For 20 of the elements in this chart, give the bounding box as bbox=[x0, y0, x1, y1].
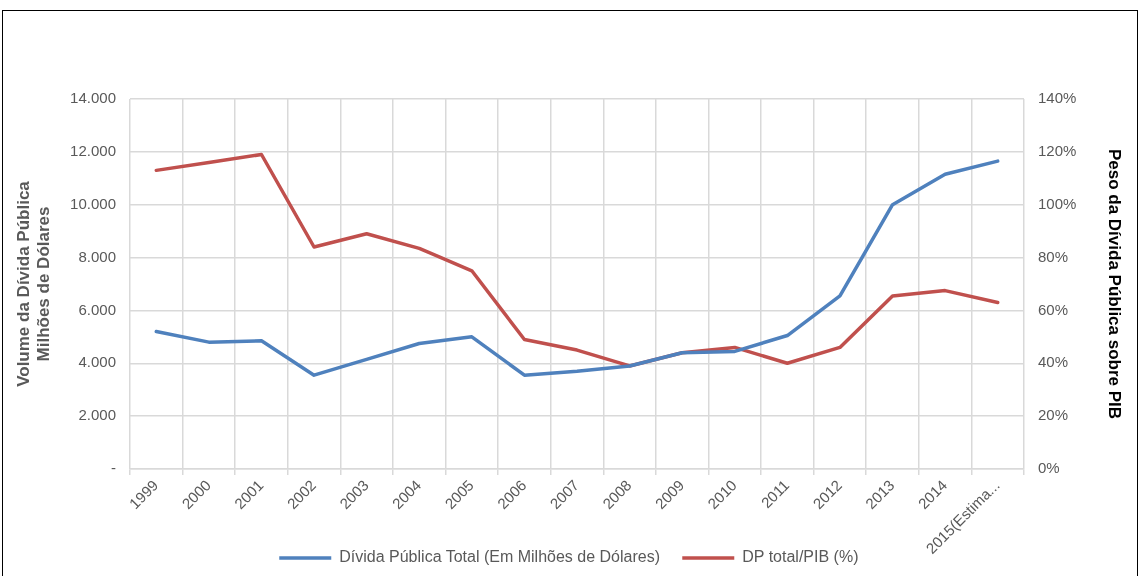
y2-tick-label: 80% bbox=[1038, 247, 1069, 265]
y-tick-label: 8.000 bbox=[78, 247, 116, 265]
y2-axis-title: Peso da Dívida Pública sobre PIB bbox=[1105, 148, 1125, 420]
y2-tick-label: 0% bbox=[1038, 459, 1060, 477]
y2-tick-label: 40% bbox=[1038, 353, 1069, 371]
y-tick-label: 14.000 bbox=[70, 89, 116, 107]
y2-tick-label: 140% bbox=[1038, 89, 1077, 107]
y2-tick-label: 60% bbox=[1038, 300, 1069, 318]
y-tick-label: 4.000 bbox=[78, 353, 116, 371]
y-tick-label: 10.000 bbox=[70, 194, 116, 212]
y2-tick-label: 120% bbox=[1038, 142, 1077, 159]
y-tick-label: - bbox=[111, 459, 116, 477]
y-tick-label: 2.000 bbox=[78, 406, 116, 424]
y-axis-title: Volume da Dívida Pública Milhões de Dólares bbox=[13, 180, 54, 387]
y2-tick-label: 100% bbox=[1038, 194, 1077, 212]
legend-label: DP total/PIB (%) bbox=[742, 548, 859, 566]
y-tick-label: 12.000 bbox=[70, 142, 116, 159]
legend-label: Dívida Pública Total (Em Milhões de Dólares) bbox=[339, 548, 660, 566]
y-tick-label: 6.000 bbox=[78, 300, 116, 318]
y2-tick-label: 20% bbox=[1038, 406, 1069, 424]
